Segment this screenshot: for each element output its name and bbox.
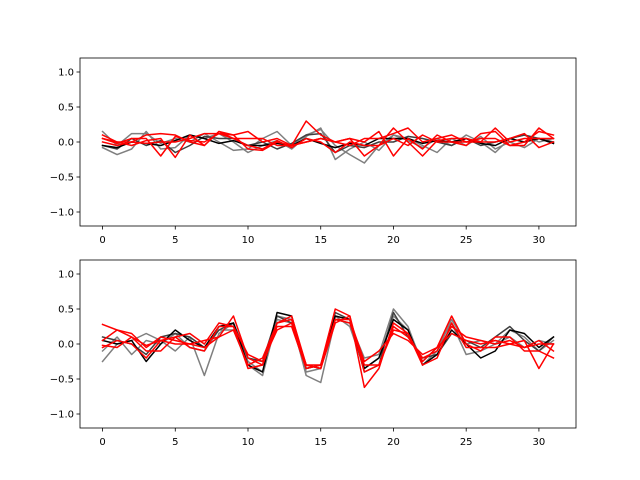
series-line-5	[101, 308, 555, 389]
series-line-1	[101, 308, 555, 384]
y-tick-label: 0.0	[58, 138, 74, 149]
x-tick-label: 15	[314, 235, 327, 246]
x-tick-label: 20	[387, 437, 400, 448]
x-tick-label: 20	[387, 235, 400, 246]
x-tick-label: 30	[533, 437, 546, 448]
series-group	[101, 120, 555, 164]
x-tick-label: 25	[460, 235, 473, 246]
series-line-8	[101, 315, 555, 370]
x-tick-label: 0	[99, 235, 105, 246]
x-tick-label: 0	[99, 437, 105, 448]
y-tick-label: 0.0	[58, 340, 74, 351]
y-tick-label: 0.5	[58, 305, 74, 316]
series-line-6	[101, 120, 555, 157]
x-tick-label: 5	[172, 235, 178, 246]
subplot-2: 0 5 10 15 20 25 30 −1.0 −0.5 0.0 0.5 1.0	[50, 259, 577, 448]
subplot-1: 0 5 10 15 20 25 30 −1.0 −0.5 0.0 0.5 1.0	[50, 57, 577, 246]
series-line-8	[101, 127, 555, 149]
y-tick-label: 0.5	[58, 103, 74, 114]
x-tick-label: 5	[172, 437, 178, 448]
x-tick-label: 25	[460, 437, 473, 448]
y-tick-label: −1.0	[50, 410, 74, 421]
x-tick-label: 15	[314, 437, 327, 448]
y-tick-label: 1.0	[58, 68, 74, 79]
y-tick-label: −1.0	[50, 208, 74, 219]
series-line-3	[101, 132, 555, 154]
series-group	[101, 308, 555, 389]
x-tick-label: 10	[242, 437, 255, 448]
x-tick-label: 10	[242, 235, 255, 246]
y-tick-label: −0.5	[50, 375, 74, 386]
x-tick-label: 30	[533, 235, 546, 246]
y-tick-label: −0.5	[50, 173, 74, 184]
y-tick-label: 1.0	[58, 270, 74, 281]
